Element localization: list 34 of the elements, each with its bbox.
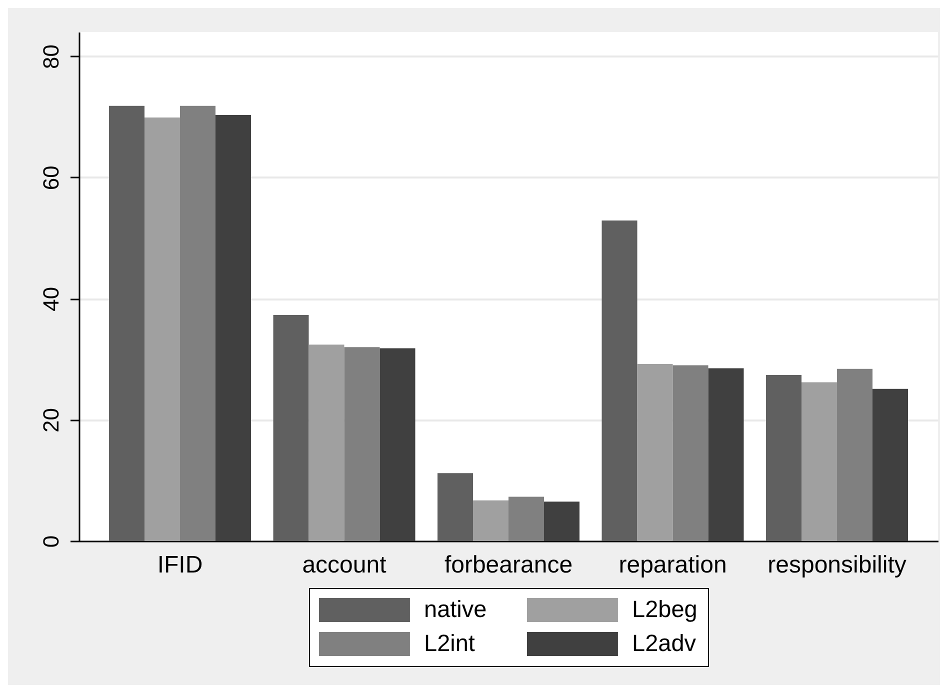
x-tick-label: account [302,552,387,578]
y-tick-label: 80 [38,44,64,69]
bar [544,502,580,541]
bar [802,382,838,541]
legend-label: native [424,596,487,622]
bar [308,344,344,541]
bar [837,368,873,541]
y-tick-label: 0 [38,535,64,548]
y-tick-label: 40 [38,286,64,312]
legend-label: L2beg [632,596,698,622]
bar [672,365,708,541]
bar [108,106,144,541]
bar [344,347,380,541]
legend-label: L2adv [632,630,696,656]
y-tick-label: 20 [38,408,64,433]
y-tick-label: 60 [38,166,64,190]
bar [602,220,638,541]
bar [144,117,180,541]
bar [766,374,802,541]
bar [215,115,251,541]
bar [180,106,216,541]
bar [380,348,416,541]
bar [508,496,544,541]
x-tick-label: IFID [157,552,203,578]
bar [637,364,673,541]
bar [273,314,309,541]
bar [473,500,508,541]
legend-label: L2int [424,630,476,656]
bar [872,388,908,541]
x-tick-label: responsibility [768,552,906,578]
bar [438,473,473,541]
x-tick-label: forbearance [444,552,573,578]
x-tick-label: reparation [618,552,727,578]
bar [708,368,744,541]
